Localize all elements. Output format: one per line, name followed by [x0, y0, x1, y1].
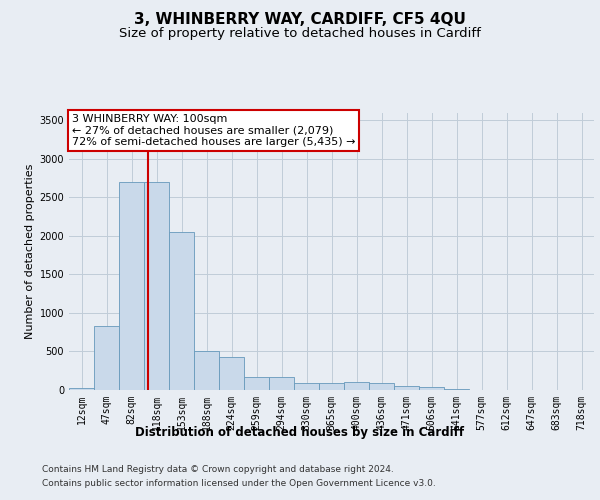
Bar: [319, 383, 344, 390]
Bar: [269, 376, 294, 390]
Text: Distribution of detached houses by size in Cardiff: Distribution of detached houses by size …: [136, 426, 464, 439]
Bar: [119, 182, 144, 390]
Text: 3 WHINBERRY WAY: 100sqm
← 27% of detached houses are smaller (2,079)
72% of semi: 3 WHINBERRY WAY: 100sqm ← 27% of detache…: [71, 114, 355, 147]
Y-axis label: Number of detached properties: Number of detached properties: [25, 164, 35, 339]
Text: Size of property relative to detached houses in Cardiff: Size of property relative to detached ho…: [119, 26, 481, 40]
Bar: [344, 382, 369, 390]
Bar: [144, 182, 169, 390]
Bar: [444, 389, 469, 390]
Bar: [244, 376, 269, 390]
Bar: [219, 357, 244, 390]
Bar: [169, 232, 194, 390]
Bar: [94, 326, 119, 390]
Bar: [394, 386, 419, 390]
Bar: [369, 383, 394, 390]
Bar: [69, 388, 94, 390]
Bar: [419, 387, 444, 390]
Text: 3, WHINBERRY WAY, CARDIFF, CF5 4QU: 3, WHINBERRY WAY, CARDIFF, CF5 4QU: [134, 12, 466, 26]
Text: Contains HM Land Registry data © Crown copyright and database right 2024.: Contains HM Land Registry data © Crown c…: [42, 464, 394, 473]
Bar: [194, 352, 219, 390]
Bar: [294, 382, 319, 390]
Text: Contains public sector information licensed under the Open Government Licence v3: Contains public sector information licen…: [42, 480, 436, 488]
